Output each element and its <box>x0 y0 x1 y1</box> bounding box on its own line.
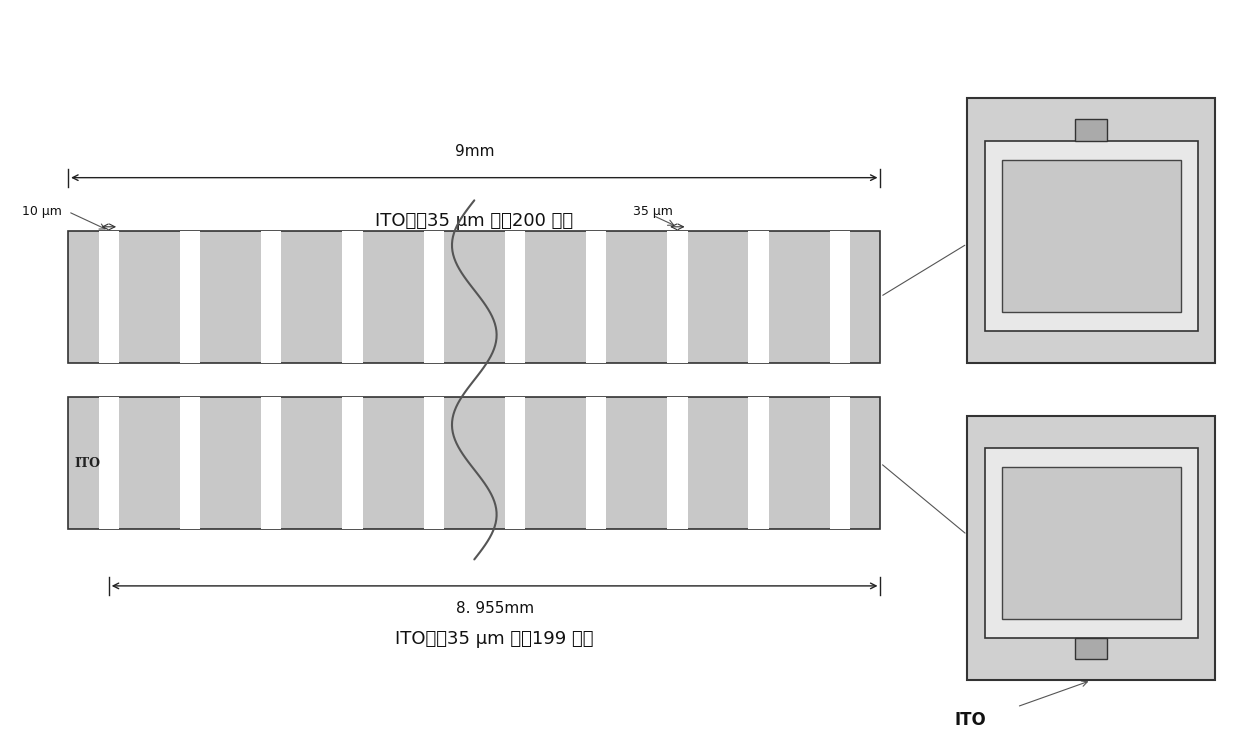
Text: ITO: ITO <box>955 711 987 729</box>
FancyBboxPatch shape <box>424 397 444 529</box>
FancyBboxPatch shape <box>68 231 880 363</box>
FancyBboxPatch shape <box>505 397 525 529</box>
FancyBboxPatch shape <box>262 397 281 529</box>
Text: 35 μm: 35 μm <box>634 205 673 218</box>
Text: ITO线（35 μm 宽，200 根）: ITO线（35 μm 宽，200 根） <box>376 212 573 230</box>
FancyBboxPatch shape <box>342 231 362 363</box>
FancyBboxPatch shape <box>1002 160 1180 312</box>
FancyBboxPatch shape <box>667 231 687 363</box>
FancyBboxPatch shape <box>967 98 1215 363</box>
FancyBboxPatch shape <box>342 397 362 529</box>
FancyBboxPatch shape <box>180 231 200 363</box>
Text: ITO: ITO <box>74 457 100 469</box>
FancyBboxPatch shape <box>1075 119 1107 141</box>
FancyBboxPatch shape <box>180 397 200 529</box>
FancyBboxPatch shape <box>967 416 1215 680</box>
FancyBboxPatch shape <box>749 231 769 363</box>
Text: ITO线（35 μm 宽，199 根）: ITO线（35 μm 宽，199 根） <box>396 630 594 648</box>
FancyBboxPatch shape <box>749 397 769 529</box>
FancyBboxPatch shape <box>667 397 687 529</box>
FancyBboxPatch shape <box>1002 466 1180 619</box>
FancyBboxPatch shape <box>1075 638 1107 659</box>
FancyBboxPatch shape <box>587 231 606 363</box>
FancyBboxPatch shape <box>99 397 119 529</box>
FancyBboxPatch shape <box>99 231 119 363</box>
Text: 8. 955mm: 8. 955mm <box>455 601 533 616</box>
FancyBboxPatch shape <box>505 231 525 363</box>
Text: 10 μm: 10 μm <box>22 205 62 218</box>
FancyBboxPatch shape <box>68 397 880 529</box>
FancyBboxPatch shape <box>830 231 849 363</box>
FancyBboxPatch shape <box>424 231 444 363</box>
FancyBboxPatch shape <box>985 141 1198 331</box>
FancyBboxPatch shape <box>587 397 606 529</box>
FancyBboxPatch shape <box>830 397 849 529</box>
FancyBboxPatch shape <box>262 231 281 363</box>
FancyBboxPatch shape <box>985 448 1198 638</box>
Text: 9mm: 9mm <box>455 144 494 159</box>
